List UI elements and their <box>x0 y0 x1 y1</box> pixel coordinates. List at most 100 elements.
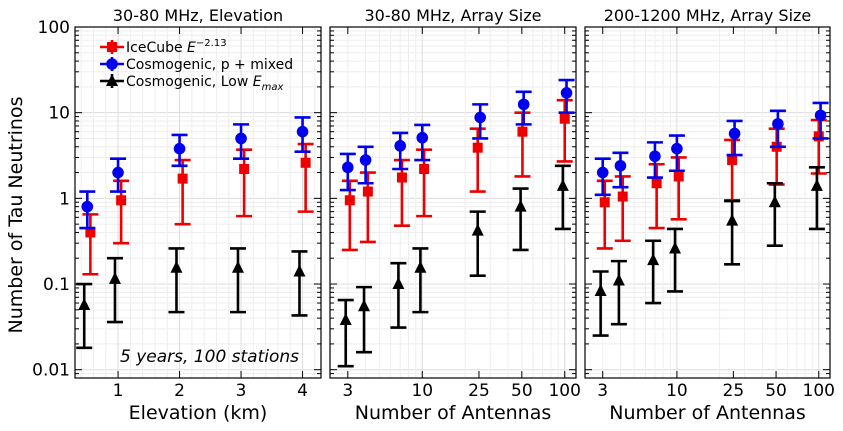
data-point <box>769 109 786 149</box>
grid <box>330 26 576 379</box>
data-point <box>610 259 627 326</box>
series-cosmo_mixed <box>594 101 829 197</box>
data-point <box>412 247 429 314</box>
data-point <box>646 141 663 179</box>
data-point <box>558 78 575 114</box>
annotation-text: 5 years, 100 stations <box>120 347 299 367</box>
marker <box>112 166 124 179</box>
data-point <box>512 187 529 252</box>
legend-label: Cosmogenic, p + mixed <box>126 57 293 73</box>
legend-label: IceCube E−2.13 <box>126 38 227 56</box>
data-point <box>724 199 741 266</box>
marker <box>559 113 570 124</box>
marker <box>358 299 371 312</box>
x-tick-label: 10 <box>666 381 688 401</box>
legend-marker <box>106 74 118 86</box>
marker <box>768 195 781 208</box>
marker <box>362 186 373 197</box>
marker <box>239 164 250 175</box>
y-tick-label: 0.1 <box>43 275 70 295</box>
data-point <box>469 210 486 278</box>
marker <box>474 111 486 124</box>
data-point <box>174 158 191 226</box>
data-point <box>594 157 611 197</box>
data-point <box>76 282 93 350</box>
x-tick-label: 3 <box>236 381 247 401</box>
chart-panel-2: 30-80 MHz, Array Size Number of Antennas3… <box>329 6 581 424</box>
data-point <box>808 166 825 231</box>
marker <box>726 213 739 226</box>
marker <box>231 260 244 273</box>
data-point <box>291 250 308 317</box>
data-point <box>515 90 532 126</box>
marker <box>78 297 91 310</box>
marker <box>416 131 429 144</box>
x-tick-label: 1 <box>113 381 124 401</box>
marker <box>814 109 827 122</box>
x-tick-label: 2 <box>174 381 185 401</box>
data-point <box>233 123 250 161</box>
x-tick-label: 50 <box>765 381 787 401</box>
data-point <box>106 256 123 324</box>
marker <box>394 140 407 152</box>
marker <box>728 127 741 140</box>
marker <box>414 260 427 273</box>
marker <box>392 277 405 290</box>
marker <box>396 172 407 183</box>
data-point <box>648 162 665 230</box>
marker <box>612 273 625 286</box>
marker <box>85 227 96 238</box>
data-point <box>726 119 743 157</box>
marker <box>669 241 682 254</box>
legend-marker <box>106 58 118 70</box>
x-tick-label: 100 <box>548 381 580 401</box>
marker <box>173 142 186 155</box>
data-point <box>472 103 489 140</box>
marker <box>341 161 354 174</box>
marker <box>359 154 372 166</box>
marker <box>556 178 569 191</box>
marker <box>472 142 483 153</box>
x-axis-label: Elevation (km) <box>129 402 268 424</box>
plot-frame <box>329 26 577 379</box>
data-point <box>236 148 253 218</box>
data-point <box>596 179 613 250</box>
series-icecube <box>341 98 573 252</box>
data-point <box>592 270 609 337</box>
plot-frame <box>74 26 322 379</box>
marker <box>339 313 352 326</box>
data-point <box>812 101 829 140</box>
data-point <box>168 247 185 314</box>
legend-label-symbol: E <box>187 40 196 56</box>
panel-title: 200-1200 MHz, Array Size <box>604 6 812 25</box>
data-point <box>393 158 410 227</box>
y-axis-label: Number of Tau Neutrinos <box>5 97 27 334</box>
marker <box>419 164 430 175</box>
marker <box>651 178 662 189</box>
y-tick-label: 0.01 <box>32 361 70 381</box>
data-point <box>724 138 741 202</box>
marker <box>517 126 528 137</box>
marker <box>614 159 627 172</box>
marker <box>514 199 527 212</box>
series-cosmo_low <box>592 166 825 337</box>
data-point <box>79 190 96 230</box>
data-point <box>414 123 431 162</box>
x-tick-label: 3 <box>342 381 353 401</box>
marker <box>671 142 683 155</box>
data-point <box>612 151 629 189</box>
marker <box>560 87 573 99</box>
legend-label-sup: −2.13 <box>196 38 227 49</box>
x-tick-label: 3 <box>597 381 608 401</box>
data-point <box>670 156 687 221</box>
legend-entry-cosmo_low: Cosmogenic, Low Emax <box>100 74 283 93</box>
data-point <box>341 179 358 252</box>
legend-marker <box>107 42 117 52</box>
data-point <box>390 261 407 329</box>
data-point <box>337 298 354 368</box>
marker <box>649 150 661 163</box>
legend-entry-cosmo_mixed: Cosmogenic, p + mixed <box>100 57 293 73</box>
y-tick-label: 1 <box>59 189 70 209</box>
marker <box>673 171 684 182</box>
